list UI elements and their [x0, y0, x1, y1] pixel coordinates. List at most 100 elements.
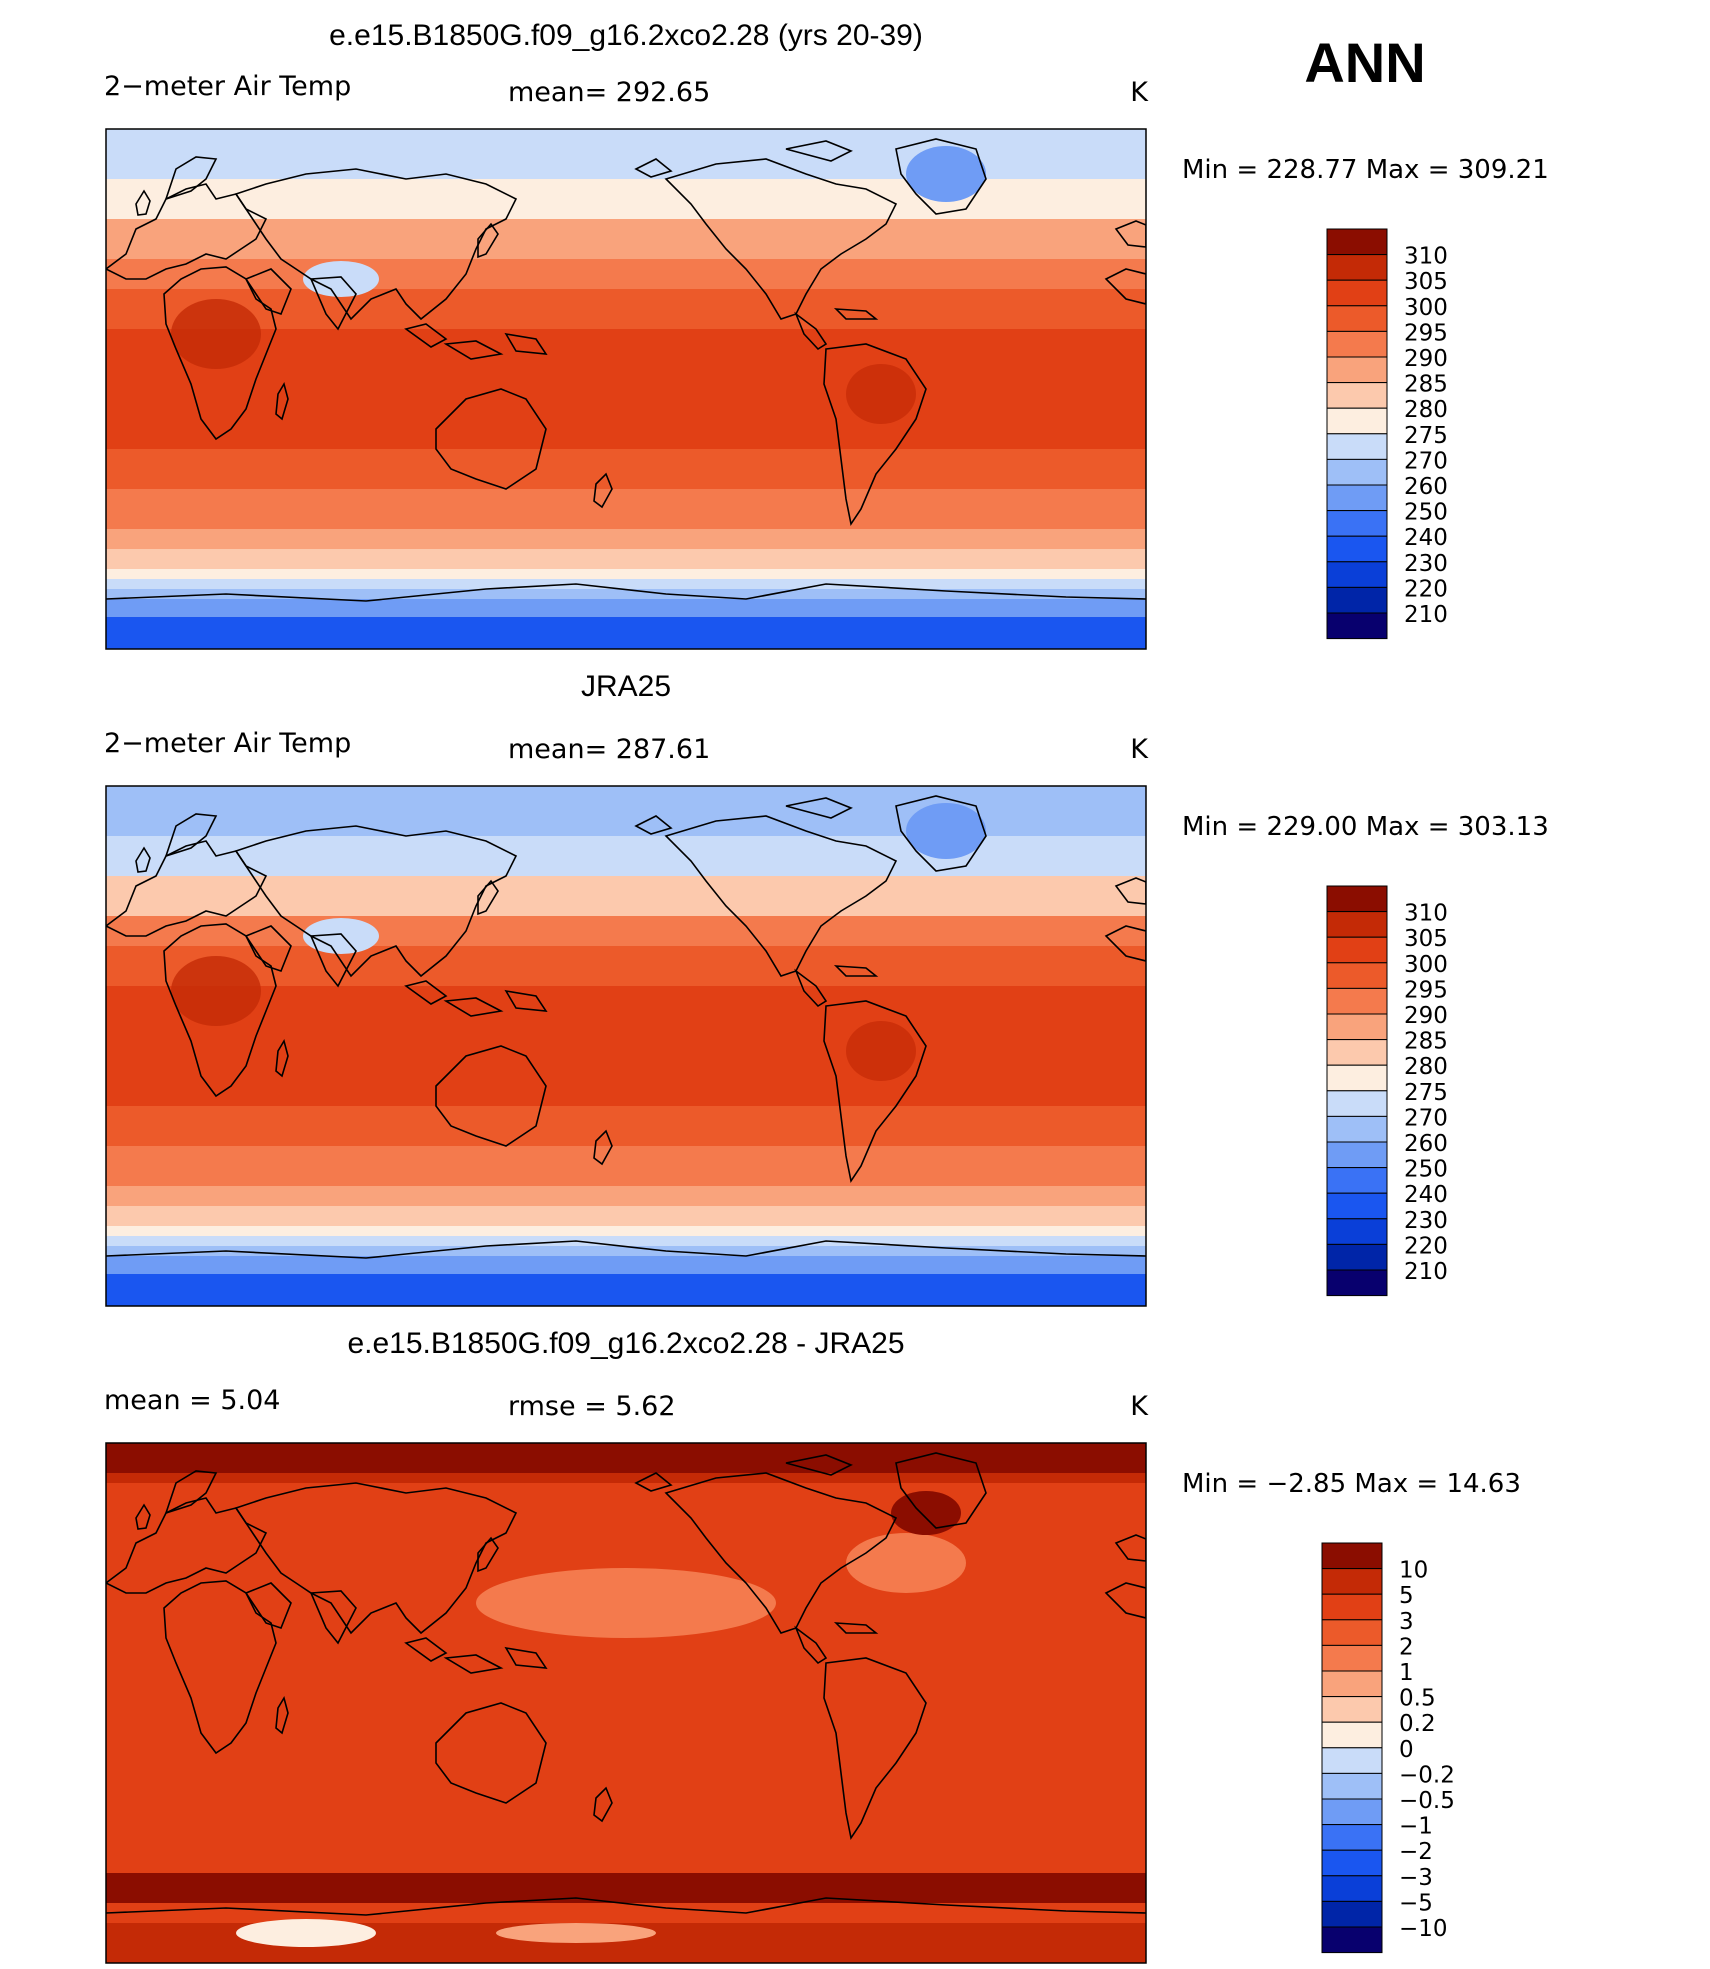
latitude-band: [106, 1853, 1146, 1864]
latitude-band: [106, 139, 1146, 150]
latitude-band: [106, 409, 1146, 420]
tibet-plateau: [303, 261, 379, 297]
colorbar-segment: [1326, 510, 1388, 537]
latitude-band: [106, 1843, 1146, 1854]
latitude-band: [106, 179, 1146, 190]
map-frame: [105, 785, 1147, 1307]
latitude-band: [106, 529, 1146, 540]
latitude-band: [106, 349, 1146, 360]
colorbar-tick-label: −0.2: [1399, 1762, 1455, 1788]
colorbar-tick-label: 285: [1404, 1029, 1448, 1055]
latitude-band: [106, 1833, 1146, 1844]
antarctica-cold: [106, 1274, 1146, 1306]
colorbar-segment: [1326, 962, 1388, 989]
colorbar-tick-label: 260: [1404, 1131, 1448, 1157]
latitude-band: [106, 379, 1146, 390]
colorbar-segment: [1321, 1568, 1383, 1595]
colorbar-segment: [1326, 1167, 1388, 1194]
panel-units: K: [1130, 734, 1149, 765]
panel-left-label: 2−meter Air Temp: [104, 728, 351, 759]
latitude-band: [106, 499, 1146, 510]
latitude-band: [106, 1246, 1146, 1257]
colorbar-segment: [1321, 1619, 1383, 1646]
colorbar-segment: [1326, 305, 1388, 332]
latitude-band: [106, 1096, 1146, 1107]
latitude-band: [106, 846, 1146, 857]
map-frame: [105, 128, 1147, 650]
min-max-label: Min = −2.85 Max = 14.63: [1182, 1469, 1521, 1499]
map-field: [106, 786, 1146, 1306]
latitude-band: [106, 419, 1146, 430]
latitude-band: [106, 559, 1146, 570]
latitude-band: [106, 1493, 1146, 1504]
latitude-band: [106, 269, 1146, 280]
colorbar-segment: [1321, 1747, 1383, 1774]
colorbar-tick-label: 0: [1399, 1737, 1414, 1763]
latitude-band: [106, 289, 1146, 300]
latitude-band: [106, 1723, 1146, 1734]
latitude-band: [106, 1196, 1146, 1207]
latitude-band: [106, 1543, 1146, 1554]
colorbar-tick-label: 285: [1404, 372, 1448, 398]
latitude-band: [106, 1463, 1146, 1474]
map-panel-1: e.e15.B1850G.f09_g16.2xco2.28 (yrs 20-39…: [104, 19, 1549, 650]
latitude-band: [106, 339, 1146, 350]
latitude-band: [106, 429, 1146, 440]
africa-warm: [171, 299, 261, 369]
map-panel-3: e.e15.B1850G.f09_g16.2xco2.28 - JRA25 mea…: [104, 1327, 1521, 1964]
latitude-band: [106, 1703, 1146, 1714]
latitude-band: [106, 1116, 1146, 1127]
north-pacific-anomaly: [476, 1568, 776, 1638]
latitude-band: [106, 1226, 1146, 1237]
colorbar-segment: [1321, 1721, 1383, 1749]
latitude-band: [106, 1813, 1146, 1824]
latitude-band: [106, 1913, 1146, 1924]
colorbar-segment: [1326, 1218, 1388, 1245]
colorbar-segment: [1326, 1013, 1388, 1041]
latitude-band: [106, 1186, 1146, 1197]
latitude-band: [106, 1266, 1146, 1277]
colorbar-tick-label: 3: [1399, 1609, 1414, 1635]
latitude-band: [106, 1673, 1146, 1684]
colorbar-tick-label: 10: [1399, 1558, 1428, 1584]
colorbar-segment: [1321, 1849, 1383, 1877]
latitude-band: [106, 1016, 1146, 1027]
latitude-band: [106, 599, 1146, 610]
latitude-band: [106, 1753, 1146, 1764]
colorbar-tick-label: −1: [1399, 1814, 1433, 1840]
latitude-band: [106, 1176, 1146, 1187]
latitude-band: [106, 976, 1146, 987]
latitude-band: [106, 1803, 1146, 1814]
colorbar-segment: [1321, 1900, 1383, 1928]
colorbar-segment: [1321, 1926, 1383, 1954]
latitude-band: [106, 936, 1146, 947]
latitude-band: [106, 539, 1146, 550]
latitude-band: [106, 1443, 1146, 1454]
latitude-band: [106, 1156, 1146, 1167]
latitude-band: [106, 479, 1146, 490]
panel-mean-label: mean= 287.61: [508, 734, 710, 765]
colorbar-segment: [1326, 1090, 1388, 1117]
colorbar-tick-label: 295: [1404, 977, 1448, 1003]
panel-title: JRA25: [581, 670, 671, 703]
latitude-band: [106, 926, 1146, 937]
latitude-band: [106, 279, 1146, 290]
colorbar-segment: [1321, 1670, 1383, 1698]
latitude-band: [106, 866, 1146, 877]
latitude-band: [106, 1523, 1146, 1534]
colorbar-segment: [1326, 885, 1388, 913]
colorbar-tick-label: 280: [1404, 397, 1448, 423]
colorbar-segment: [1326, 535, 1388, 563]
colorbar-tick-label: 310: [1404, 901, 1448, 927]
colorbar-segment: [1326, 936, 1388, 964]
latitude-band: [106, 1743, 1146, 1754]
colorbar-tick-label: 275: [1404, 1080, 1448, 1106]
antarctic-anomaly: [236, 1919, 376, 1947]
colorbar-segment: [1326, 279, 1388, 307]
panel-left-label: 2−meter Air Temp: [104, 71, 351, 102]
panel-mean-label: mean= 292.65: [508, 77, 710, 108]
colorbar-tick-label: 2: [1399, 1634, 1414, 1660]
latitude-band: [106, 1783, 1146, 1794]
latitude-band: [106, 229, 1146, 240]
colorbar-segment: [1326, 382, 1388, 409]
